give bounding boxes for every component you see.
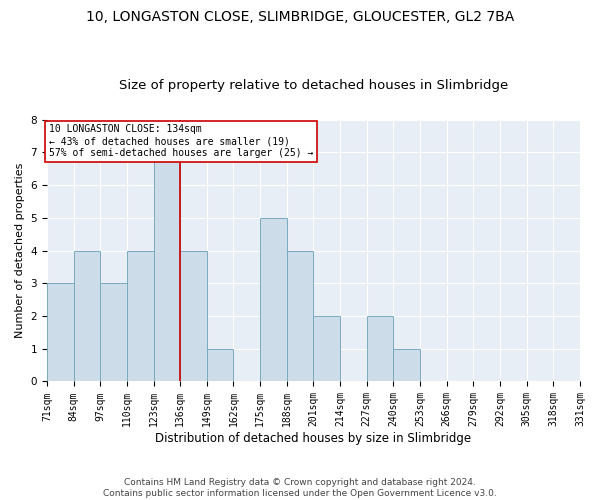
Bar <box>313 316 340 382</box>
Bar <box>394 348 420 382</box>
Bar <box>47 284 74 382</box>
Text: Contains HM Land Registry data © Crown copyright and database right 2024.
Contai: Contains HM Land Registry data © Crown c… <box>103 478 497 498</box>
Bar <box>287 250 313 382</box>
Bar <box>207 348 233 382</box>
Bar <box>74 250 100 382</box>
Title: Size of property relative to detached houses in Slimbridge: Size of property relative to detached ho… <box>119 79 508 92</box>
Bar <box>127 250 154 382</box>
Bar <box>367 316 394 382</box>
Bar <box>100 284 127 382</box>
Bar <box>154 152 180 382</box>
X-axis label: Distribution of detached houses by size in Slimbridge: Distribution of detached houses by size … <box>155 432 472 445</box>
Bar <box>180 250 207 382</box>
Text: 10, LONGASTON CLOSE, SLIMBRIDGE, GLOUCESTER, GL2 7BA: 10, LONGASTON CLOSE, SLIMBRIDGE, GLOUCES… <box>86 10 514 24</box>
Text: 10 LONGASTON CLOSE: 134sqm
← 43% of detached houses are smaller (19)
57% of semi: 10 LONGASTON CLOSE: 134sqm ← 43% of deta… <box>49 124 313 158</box>
Y-axis label: Number of detached properties: Number of detached properties <box>15 163 25 338</box>
Bar <box>260 218 287 382</box>
